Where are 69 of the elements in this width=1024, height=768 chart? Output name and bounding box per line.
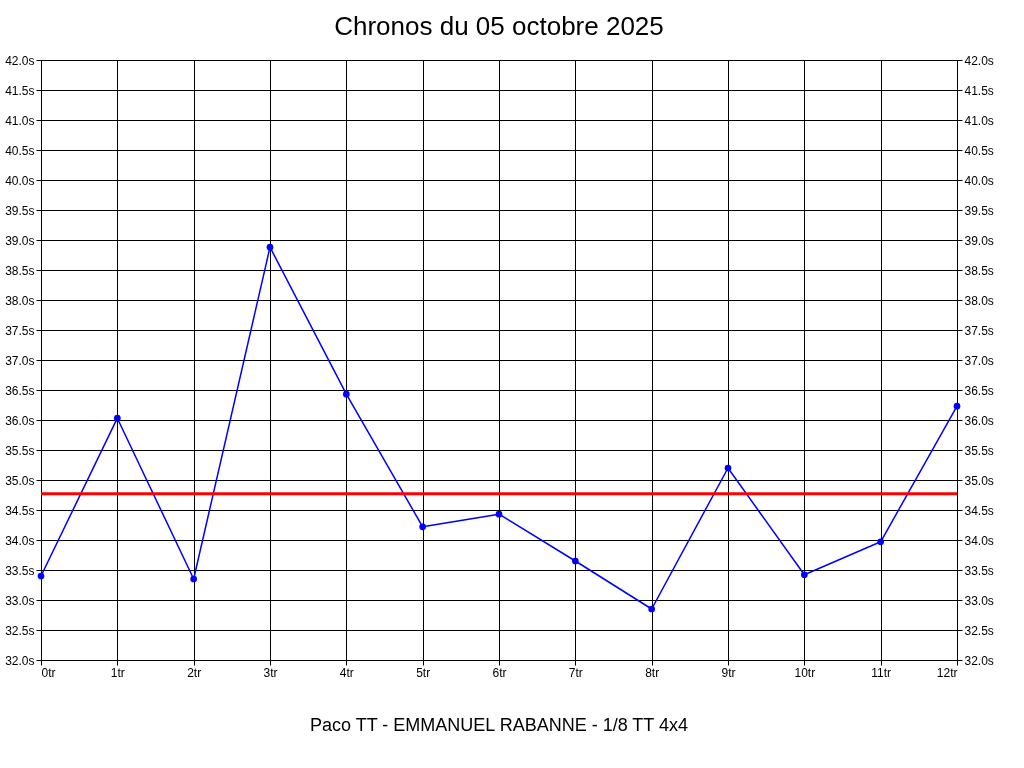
x-tick-label: 0tr bbox=[41, 665, 56, 680]
y-tick-label: 37.5s bbox=[5, 323, 35, 338]
point bbox=[648, 605, 656, 613]
y2-tick-label: 37.0s bbox=[964, 353, 994, 368]
y-tick-label: 40.0s bbox=[5, 173, 35, 188]
y-tick-label: 40.5s bbox=[5, 143, 35, 158]
y-tick-label: 34.5s bbox=[5, 503, 35, 518]
x-tick-label: 11tr bbox=[871, 665, 892, 680]
x-tick-label: 1tr bbox=[110, 665, 125, 680]
y2-tick-label: 33.0s bbox=[964, 593, 994, 608]
y2-tick-label: 36.5s bbox=[964, 383, 994, 398]
y-tick-label: 35.0s bbox=[5, 473, 35, 488]
y-tick-label: 33.5s bbox=[5, 563, 35, 578]
x-tick-label: 8tr bbox=[645, 665, 660, 680]
y-tick-label: 36.0s bbox=[5, 413, 35, 428]
y2-tick-label: 36.0s bbox=[964, 413, 994, 428]
x-tick-label: 5tr bbox=[416, 665, 431, 680]
y-tick-label: 38.0s bbox=[5, 293, 35, 308]
y2-tick-label: 37.5s bbox=[964, 323, 994, 338]
point bbox=[342, 390, 350, 398]
y-tick-label: 32.0s bbox=[5, 653, 35, 668]
y-tick-label: 37.0s bbox=[5, 353, 35, 368]
y-tick-label: 39.0s bbox=[5, 233, 35, 248]
y2-tick-label: 32.5s bbox=[964, 623, 994, 638]
x-tick-label: 3tr bbox=[263, 665, 278, 680]
point bbox=[190, 575, 198, 583]
x-tick-label: 10tr bbox=[794, 665, 816, 680]
y-tick-label: 33.0s bbox=[5, 593, 35, 608]
point bbox=[724, 464, 732, 472]
x-tick-label: 6tr bbox=[492, 665, 507, 680]
y2-tick-label: 38.5s bbox=[964, 263, 994, 278]
point bbox=[266, 243, 274, 251]
x-tick-label: 12tr bbox=[936, 665, 958, 680]
y-tick-label: 41.0s bbox=[5, 113, 35, 128]
text: Paco TT - EMMANUEL RABANNE - 1/8 TT 4x4 bbox=[309, 715, 689, 735]
point bbox=[495, 510, 503, 518]
y-tick-label: 36.5s bbox=[5, 383, 35, 398]
point bbox=[800, 571, 808, 579]
y2-tick-label: 35.5s bbox=[964, 443, 994, 458]
y2-tick-label: 38.0s bbox=[964, 293, 994, 308]
y-tick-label: 32.5s bbox=[5, 623, 35, 638]
y2-tick-label: 40.0s bbox=[964, 173, 994, 188]
chart-title: Chronos du 05 octobre 2025 bbox=[334, 11, 664, 41]
x-tick-label: 7tr bbox=[568, 665, 583, 680]
point bbox=[419, 523, 427, 531]
y2-tick-label: 42.0s bbox=[964, 53, 994, 68]
y-tick-label: 34.0s bbox=[5, 533, 35, 548]
x-tick-label: 2tr bbox=[187, 665, 202, 680]
y2-tick-label: 34.0s bbox=[964, 533, 994, 548]
y2-tick-label: 34.5s bbox=[964, 503, 994, 518]
y-tick-label: 42.0s bbox=[5, 53, 35, 68]
y2-tick-label: 32.0s bbox=[964, 653, 994, 668]
x-tick-label: 9tr bbox=[721, 665, 736, 680]
y-tick-label: 39.5s bbox=[5, 203, 35, 218]
y-tick-label: 38.5s bbox=[5, 263, 35, 278]
x-tick-label: 4tr bbox=[339, 665, 354, 680]
y2-tick-label: 33.5s bbox=[964, 563, 994, 578]
y2-tick-label: 39.0s bbox=[964, 233, 994, 248]
y2-tick-label: 35.0s bbox=[964, 473, 994, 488]
y2-tick-label: 41.0s bbox=[964, 113, 994, 128]
point bbox=[877, 538, 885, 546]
y-tick-label: 41.5s bbox=[5, 83, 35, 98]
point bbox=[113, 414, 121, 422]
y2-tick-label: 39.5s bbox=[964, 203, 994, 218]
point bbox=[571, 557, 579, 565]
point bbox=[953, 402, 961, 410]
y-tick-label: 35.5s bbox=[5, 443, 35, 458]
y2-tick-label: 40.5s bbox=[964, 143, 994, 158]
y2-tick-label: 41.5s bbox=[964, 83, 994, 98]
